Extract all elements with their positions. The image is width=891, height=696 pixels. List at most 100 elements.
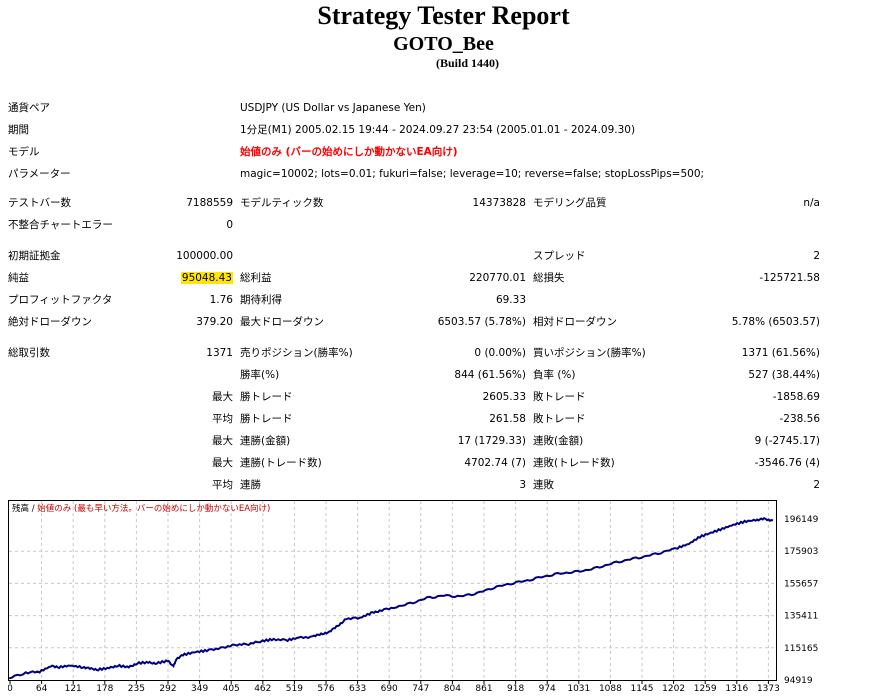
x-tick-label: 576 — [317, 684, 334, 694]
long-positions-value: 1371 (61.56%) — [741, 347, 820, 359]
win-rate-label: 勝率(%) — [240, 369, 280, 381]
max-cons-loss-value: -3546.76 (4) — [754, 457, 820, 469]
max-dd-label: 最大ドローダウン — [240, 316, 324, 328]
largest-prefix: 最大 — [212, 391, 233, 403]
avg-cons-losses-value: 2 — [813, 479, 820, 491]
report-title: Strategy Tester Report — [317, 1, 570, 30]
long-positions-label: 買いポジション(勝率%) — [533, 347, 646, 359]
pair-value: USDJPY (US Dollar vs Japanese Yen) — [240, 102, 426, 114]
max-cons-loss-label: 連敗(トレード数) — [533, 457, 615, 469]
avg-cons-wins-value: 3 — [519, 479, 526, 491]
expected-payoff-value: 69.33 — [495, 294, 526, 306]
loss-rate-label: 負率 (%) — [533, 369, 576, 381]
largest-win-value: 2605.33 — [482, 391, 526, 403]
x-axis-labels: 0 64 121 178 235 292 349 405 462 519 576 633 690 747 8… — [8, 681, 780, 694]
max-cons-count-prefix: 最大 — [212, 457, 233, 469]
x-tick-label: 1373 — [757, 684, 780, 694]
x-tick-label: 0 — [8, 684, 13, 694]
x-tick-label: 918 — [507, 684, 524, 694]
x-tick-label: 690 — [381, 684, 398, 694]
x-tick-label: 804 — [444, 684, 461, 694]
max-cons-profit-value: 4702.74 (7) — [464, 457, 526, 469]
y-tick-label: 196149 — [784, 515, 819, 525]
abs-dd-label: 絶対ドローダウン — [8, 316, 92, 328]
max-cons-losses-money-label: 連敗(金額) — [533, 435, 584, 447]
initial-deposit-label: 初期証拠金 — [8, 250, 61, 262]
test-bars-label: テストバー数 — [8, 197, 71, 209]
max-cons-losses-money-value: 9 (-2745.17) — [754, 435, 820, 447]
loss-rate-value: 527 (38.44%) — [748, 369, 820, 381]
avg-cons-wins-label: 連勝 — [240, 479, 261, 491]
avg-loss-label: 敗トレード — [533, 413, 586, 425]
model-ticks-value: 14373828 — [472, 197, 526, 209]
x-tick-label: 121 — [65, 684, 82, 694]
model-ticks-label: モデルティック数 — [240, 197, 324, 209]
legend-balance: 残高 — [12, 503, 29, 514]
test-bars-value: 7188559 — [186, 197, 233, 209]
spread-value: 2 — [813, 250, 820, 262]
x-tick-label: 405 — [223, 684, 240, 694]
gross-profit-value: 220770.01 — [469, 272, 526, 284]
mismatch-value: 0 — [226, 219, 233, 231]
y-tick-label: 155657 — [784, 579, 818, 589]
spread-label: スプレッド — [533, 250, 586, 262]
profit-factor-label: プロフィットファクタ — [8, 294, 113, 306]
x-tick-label: 1145 — [631, 684, 654, 694]
model-value: 始値のみ (バーの始めにしか動かないEA向け) — [240, 146, 458, 158]
net-profit-value: 95048.43 — [120, 271, 233, 285]
total-trades-label: 総取引数 — [8, 347, 50, 359]
abs-dd-value: 379.20 — [196, 316, 233, 328]
max-cons-wins-money-value: 17 (1729.33) — [457, 435, 526, 447]
x-tick-label: 1088 — [599, 684, 622, 694]
balance-line — [8, 517, 774, 680]
y-axis-labels: 196149 175903 155657 135411 115165 94919 — [784, 515, 819, 686]
gross-loss-value: -125721.58 — [759, 272, 820, 284]
net-profit-highlight: 95048.43 — [180, 272, 233, 284]
legend-separator: / — [29, 504, 37, 514]
y-tick-label: 115165 — [784, 644, 818, 654]
x-tick-label: 861 — [475, 684, 492, 694]
net-profit-label: 純益 — [8, 272, 29, 284]
model-quality-value: n/a — [803, 197, 820, 209]
max-cons-profit-label: 連勝(トレード数) — [240, 457, 322, 469]
x-tick-label: 1031 — [567, 684, 590, 694]
avg-loss-value: -238.56 — [779, 413, 820, 425]
x-tick-label: 292 — [159, 684, 176, 694]
period-label: 期間 — [8, 124, 29, 136]
x-tick-label: 349 — [191, 684, 208, 694]
average-prefix: 平均 — [212, 413, 233, 425]
x-tick-label: 178 — [96, 684, 113, 694]
chart-grid — [9, 501, 776, 681]
params-value: magic=10002; lots=0.01; fukuri=false; le… — [240, 168, 705, 180]
x-tick-label: 519 — [286, 684, 303, 694]
avg-win-value: 261.58 — [489, 413, 526, 425]
x-tick-label: 747 — [412, 684, 429, 694]
avg-win-label: 勝トレード — [240, 413, 293, 425]
x-tick-label: 235 — [128, 684, 145, 694]
ea-name: GOTO_Bee — [393, 33, 494, 55]
expected-payoff-label: 期待利得 — [240, 294, 282, 306]
initial-deposit-value: 100000.00 — [176, 250, 233, 262]
max-cons-money-prefix: 最大 — [212, 435, 233, 447]
x-tick-label: 974 — [539, 684, 556, 694]
model-quality-label: モデリング品質 — [533, 197, 607, 209]
avg-cons-losses-label: 連敗 — [533, 479, 554, 491]
gross-profit-label: 総利益 — [240, 272, 272, 284]
max-dd-value: 6503.57 (5.78%) — [437, 316, 526, 328]
short-positions-label: 売りポジション(勝率%) — [240, 347, 353, 359]
plot-frame — [8, 500, 777, 681]
max-cons-wins-money-label: 連勝(金額) — [240, 435, 291, 447]
win-rate-value: 844 (61.56%) — [454, 369, 526, 381]
largest-loss-value: -1858.69 — [772, 391, 820, 403]
chart-legend: 残高 / 始値のみ (最も早い方法。バーの始めにしか動かないEA向け) — [12, 503, 270, 514]
avg-cons-prefix: 平均 — [212, 479, 233, 491]
y-tick-label: 135411 — [784, 612, 818, 622]
rel-dd-value: 5.78% (6503.57) — [731, 316, 820, 328]
x-tick-label: 1259 — [694, 684, 717, 694]
y-tick-label: 94919 — [784, 676, 813, 686]
profit-factor-value: 1.76 — [209, 294, 233, 306]
rel-dd-label: 相対ドローダウン — [533, 316, 617, 328]
balance-chart: 残高 / 始値のみ (最も早い方法。バーの始めにしか動かないEA向け) 1961… — [8, 500, 819, 694]
period-value: 1分足(M1) 2005.02.15 19:44 - 2024.09.27 23… — [240, 124, 636, 136]
model-label: モデル — [8, 146, 40, 158]
